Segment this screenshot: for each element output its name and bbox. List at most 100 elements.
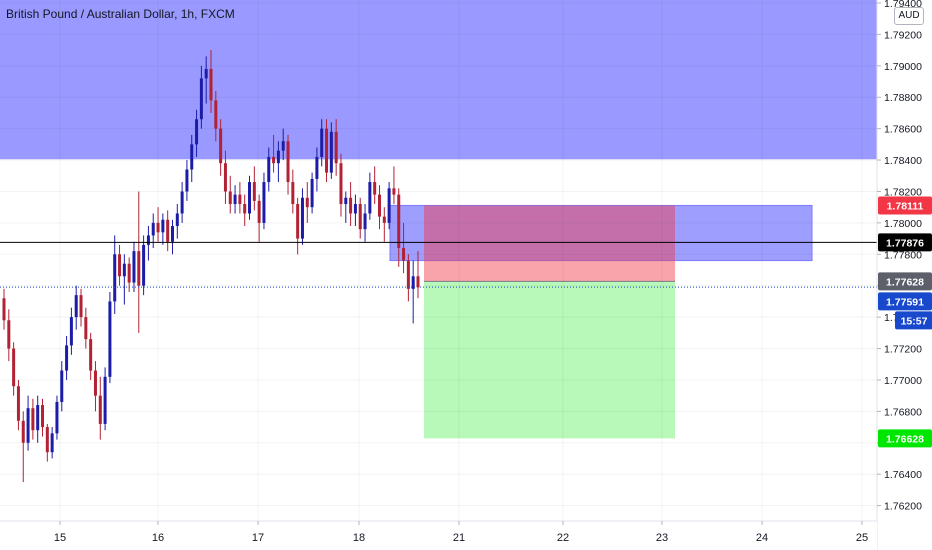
candle-body — [103, 376, 107, 424]
time-tick-label: 25 — [856, 532, 868, 544]
price-labels: 1.78111 1.77876 1.77628 1.77591 15:57 1.76628 — [878, 196, 932, 448]
candle-body — [262, 182, 266, 223]
price-label-horizontal-line-box — [878, 233, 932, 252]
candle-body — [397, 194, 401, 249]
candle-body — [402, 248, 406, 261]
candle-body — [16, 386, 20, 421]
candle-body — [368, 182, 372, 214]
time-tick-label: 17 — [252, 532, 264, 544]
candle-body — [291, 182, 295, 205]
price-label-position-entry: 1.77628 — [886, 276, 924, 288]
candle-body — [74, 295, 78, 318]
position-risk-area[interactable] — [424, 205, 675, 282]
price-label-position-stop-box — [878, 196, 932, 215]
candle-body — [36, 405, 40, 431]
price-tick-label: 1.78800 — [884, 92, 922, 104]
time-tick-label: 21 — [453, 532, 465, 544]
candle-body — [132, 251, 136, 283]
candle-body — [118, 254, 122, 277]
time-tick-label: 16 — [152, 532, 164, 544]
candle-body — [228, 191, 232, 205]
candle-body — [89, 339, 93, 371]
time-tick-label: 24 — [756, 532, 768, 544]
candle-body — [190, 144, 194, 170]
candle-body — [223, 163, 227, 192]
price-tick-label: 1.79200 — [884, 29, 922, 41]
time-axis[interactable]: 15 16 17 18 21 22 23 24 25 — [0, 520, 877, 550]
candle-body — [310, 178, 314, 208]
chart-title: British Pound / Australian Dollar, 1h, F… — [6, 7, 235, 21]
candle-body — [406, 260, 410, 289]
price-tick-label: 1.78600 — [884, 124, 922, 136]
candle-body — [204, 68, 208, 79]
candle-body — [339, 163, 343, 205]
candle-body — [238, 194, 242, 205]
price-label-position-entry-box — [878, 272, 932, 291]
candle-body — [349, 197, 353, 214]
price-label-countdown-box — [895, 311, 932, 330]
candle-body — [50, 433, 54, 453]
candle-body — [286, 141, 290, 183]
candle-body — [161, 219, 165, 233]
price-tick-label: 1.78000 — [884, 218, 922, 230]
candle-body — [373, 182, 377, 195]
candle-body — [146, 235, 150, 245]
price-label-last-price: 1.77591 — [886, 296, 924, 308]
candle-body — [7, 320, 11, 349]
candle-body — [267, 156, 271, 183]
price-label-position-target-box — [878, 429, 932, 448]
supply-zone-right — [389, 204, 813, 262]
time-tick-label: 15 — [54, 532, 66, 544]
candles-layer — [2, 50, 420, 483]
candle-body — [122, 263, 126, 277]
candle-body — [296, 204, 300, 239]
price-tick-label: 1.79400 — [884, 0, 922, 10]
candle-body — [127, 263, 131, 283]
price-label-horizontal-line: 1.77876 — [886, 237, 924, 249]
grid-layer — [0, 0, 877, 521]
price-tick-label: 1.78200 — [884, 186, 922, 198]
price-label-last-price-box — [878, 292, 932, 311]
candle-body — [21, 420, 25, 443]
price-tick-label: 1.76800 — [884, 406, 922, 418]
candle-body — [214, 100, 218, 129]
time-axis-background — [0, 521, 877, 550]
candle-body — [387, 188, 391, 223]
candle-body — [69, 317, 73, 346]
candle-body — [248, 182, 252, 214]
time-tick-label: 22 — [557, 532, 569, 544]
candle-body — [344, 197, 348, 205]
position-reward-area[interactable] — [424, 281, 675, 439]
candle-body — [41, 405, 45, 428]
candle-body — [79, 295, 83, 318]
candle-body — [156, 222, 160, 233]
candle-body — [363, 213, 367, 230]
candle-body — [334, 131, 338, 164]
currency-button[interactable]: AUD — [894, 7, 924, 25]
candle-body — [300, 197, 304, 239]
candle-body — [353, 204, 357, 214]
candle-body — [45, 427, 49, 453]
candle-body — [272, 156, 276, 164]
candle-body — [320, 128, 324, 157]
candle-body — [170, 226, 174, 242]
candle-body — [31, 408, 35, 431]
price-tick-label: 1.79000 — [884, 61, 922, 73]
zones-layer — [0, 0, 877, 439]
time-tick-label: 23 — [656, 532, 668, 544]
price-label-position-target: 1.76628 — [886, 433, 924, 445]
candle-body — [315, 156, 319, 179]
candle-body — [93, 370, 97, 396]
price-label-position-stop: 1.78111 — [887, 200, 924, 212]
candle-body — [65, 345, 69, 371]
price-tick-label: 1.77800 — [884, 249, 922, 261]
price-tick-label: 1.77200 — [884, 344, 922, 356]
candle-body — [180, 191, 184, 214]
candle-body — [26, 408, 30, 443]
candle-body — [142, 244, 146, 286]
candle-body — [252, 182, 256, 201]
candle-body — [2, 298, 6, 321]
candle-body — [175, 213, 179, 227]
candle-body — [199, 78, 203, 120]
